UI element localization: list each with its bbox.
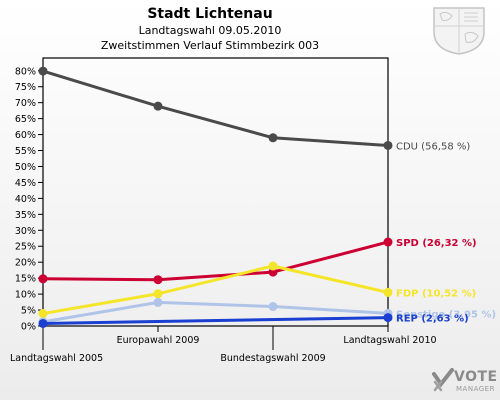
x-tick-label: Landtagswahl 2005 xyxy=(10,353,103,364)
y-tick-label: 10% xyxy=(15,290,36,301)
logo-word-manager: MANAGER xyxy=(456,385,495,393)
series-label-fdp: FDP (10,52 %) xyxy=(396,288,476,299)
vote-check-icon xyxy=(432,368,454,392)
series-line-spd xyxy=(42,240,389,282)
data-point-rep xyxy=(383,313,393,323)
y-tick-label: 80% xyxy=(15,66,36,77)
series-line-rep xyxy=(42,316,389,325)
data-point-spd xyxy=(383,237,393,247)
votemanager-logo: VOTE MANAGER xyxy=(432,366,498,398)
y-tick-label: 5% xyxy=(21,306,36,317)
series-label-rep: REP (2,63 %) xyxy=(396,314,469,325)
y-tick-label: 35% xyxy=(15,210,36,221)
y-tick-label: 15% xyxy=(15,274,36,285)
plot-frame xyxy=(42,57,389,327)
y-tick-label: 30% xyxy=(15,226,36,237)
data-point-rep xyxy=(38,318,48,328)
data-point-fdp xyxy=(268,261,278,271)
y-tick-label: 65% xyxy=(15,114,36,125)
data-point-fdp xyxy=(38,309,48,319)
data-point-spd xyxy=(38,274,48,284)
series-label-sonstige: Sonstige (3,95 %) xyxy=(396,309,496,320)
y-tick-label: 25% xyxy=(15,242,36,253)
series-line-fdp xyxy=(42,264,389,316)
logo-word-vote: VOTE xyxy=(454,369,498,385)
series-line-sonstige xyxy=(42,300,389,324)
data-point-fdp xyxy=(153,289,163,299)
x-tick-label: Europawahl 2009 xyxy=(117,335,200,346)
y-tick-label: 50% xyxy=(15,162,36,173)
coat-of-arms-icon xyxy=(433,7,485,55)
y-tick-label: 75% xyxy=(15,82,36,93)
chart-subtitle-2: Zweitstimmen Verlauf Stimmbezirk 003 xyxy=(100,39,320,52)
data-point-sonstige xyxy=(268,302,278,312)
series-label-spd: SPD (26,32 %) xyxy=(396,238,477,249)
data-point-sonstige xyxy=(153,297,163,307)
y-tick-label: 70% xyxy=(15,98,36,109)
y-tick-label: 20% xyxy=(15,258,36,269)
y-tick-label: 55% xyxy=(15,146,36,157)
x-tick-label: Bundestagswahl 2009 xyxy=(220,353,325,364)
series-label-cdu: CDU (56,58 %) xyxy=(396,141,470,152)
data-point-cdu xyxy=(383,140,393,150)
y-tick-label: 0% xyxy=(21,322,36,333)
y-tick-label: 60% xyxy=(15,130,36,141)
data-point-cdu xyxy=(268,133,278,143)
y-tick-label: 45% xyxy=(15,178,36,189)
chart-title: Stadt Lichtenau xyxy=(147,6,273,22)
x-tick-label: Landtagswahl 2010 xyxy=(343,335,436,346)
series-line-cdu xyxy=(42,69,389,147)
y-tick-label: 40% xyxy=(15,194,36,205)
data-point-cdu xyxy=(153,101,163,111)
data-point-fdp xyxy=(383,287,393,297)
data-point-spd xyxy=(153,275,163,285)
chart-subtitle: Landtagswahl 09.05.2010 xyxy=(138,24,282,37)
data-point-cdu xyxy=(38,66,48,76)
